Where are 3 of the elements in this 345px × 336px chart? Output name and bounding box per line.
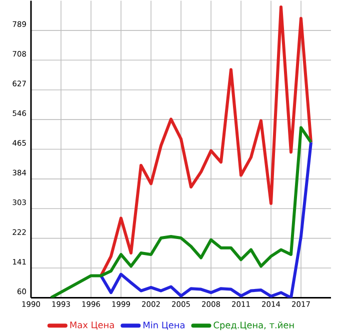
legend-label: Сред.Цена, т.йен [214, 322, 294, 330]
legend-label: Min Цена [144, 322, 184, 330]
legend-label: Max Цена [70, 322, 114, 330]
